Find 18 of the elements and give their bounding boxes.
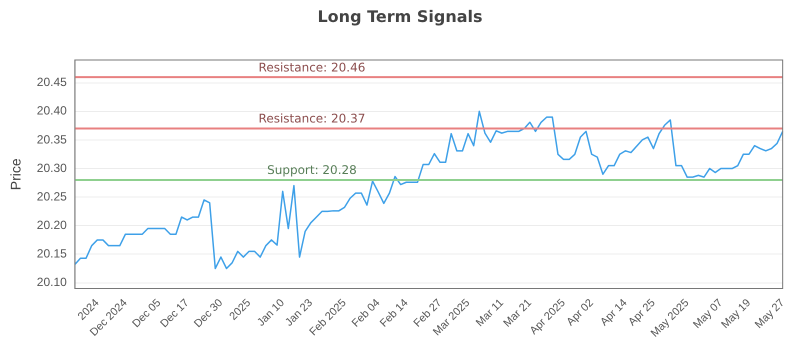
y-tick-label: 20.35 xyxy=(36,132,68,146)
y-tick-label: 20.20 xyxy=(36,218,68,232)
y-tick-label: 20.25 xyxy=(36,189,68,204)
x-tick-label: Dec 30 xyxy=(192,296,226,330)
x-tick-label: May 19 xyxy=(719,296,754,331)
x-tick-label: May 27 xyxy=(752,296,787,331)
y-tick-label: 20.10 xyxy=(36,275,68,290)
ref-line-label: Support: 20.28 xyxy=(267,163,357,178)
y-tick-label: 20.45 xyxy=(36,75,68,90)
y-tick-label: 20.40 xyxy=(36,104,68,118)
ref-line-label: Resistance: 20.37 xyxy=(258,112,366,126)
y-tick-label: 20.15 xyxy=(36,246,68,261)
ref-line-label: Resistance: 20.46 xyxy=(258,60,366,74)
y-axis-title: Price xyxy=(7,158,24,190)
y-tick-label: 20.30 xyxy=(36,160,68,175)
chart-title: Long Term Signals xyxy=(316,6,484,28)
x-tick-label: Apr 14 xyxy=(598,296,630,328)
x-tick-label: Apr 02 xyxy=(564,296,596,328)
